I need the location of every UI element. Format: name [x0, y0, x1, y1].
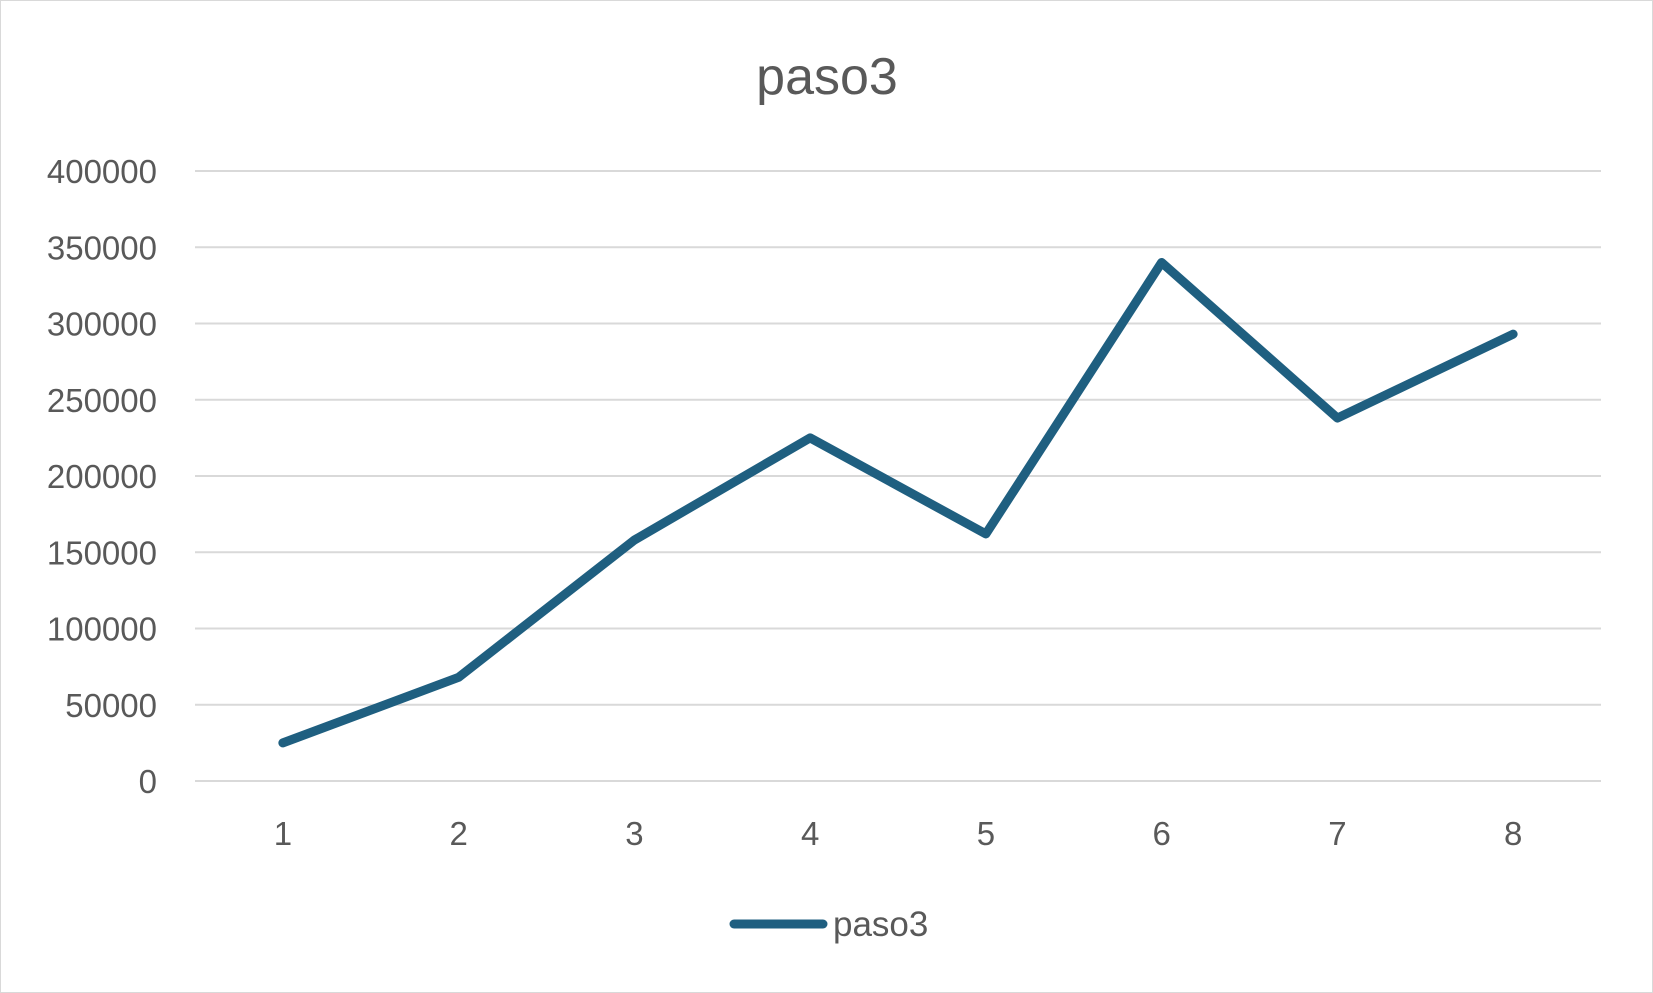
- y-tick-label: 200000: [47, 458, 157, 495]
- x-axis-tick-labels: 1 2 3 4 5 6 7 8: [274, 815, 1523, 852]
- x-tick-label: 3: [625, 815, 643, 852]
- x-tick-label: 8: [1504, 815, 1522, 852]
- x-tick-label: 6: [1152, 815, 1170, 852]
- gridlines: [195, 170, 1601, 782]
- series-line-paso3: [278, 258, 1518, 748]
- legend: paso3: [729, 905, 928, 944]
- y-tick-label: 0: [139, 763, 157, 800]
- legend-label-paso3: paso3: [833, 905, 928, 944]
- x-tick-label: 5: [977, 815, 995, 852]
- x-tick-label: 1: [274, 815, 292, 852]
- y-tick-label: 150000: [47, 534, 157, 571]
- y-tick-label: 100000: [47, 611, 157, 648]
- y-axis-tick-labels: 0 50000 100000 150000 200000 250000 300000 3500…: [47, 153, 157, 800]
- y-tick-label: 400000: [47, 153, 157, 190]
- y-tick-label: 50000: [65, 687, 157, 724]
- x-tick-label: 7: [1328, 815, 1346, 852]
- chart-title: paso3: [756, 48, 898, 106]
- y-tick-label: 350000: [47, 229, 157, 266]
- x-tick-label: 2: [449, 815, 467, 852]
- y-tick-label: 300000: [47, 306, 157, 343]
- series-layer: [278, 258, 1518, 748]
- x-tick-label: 4: [801, 815, 819, 852]
- y-tick-label: 250000: [47, 382, 157, 419]
